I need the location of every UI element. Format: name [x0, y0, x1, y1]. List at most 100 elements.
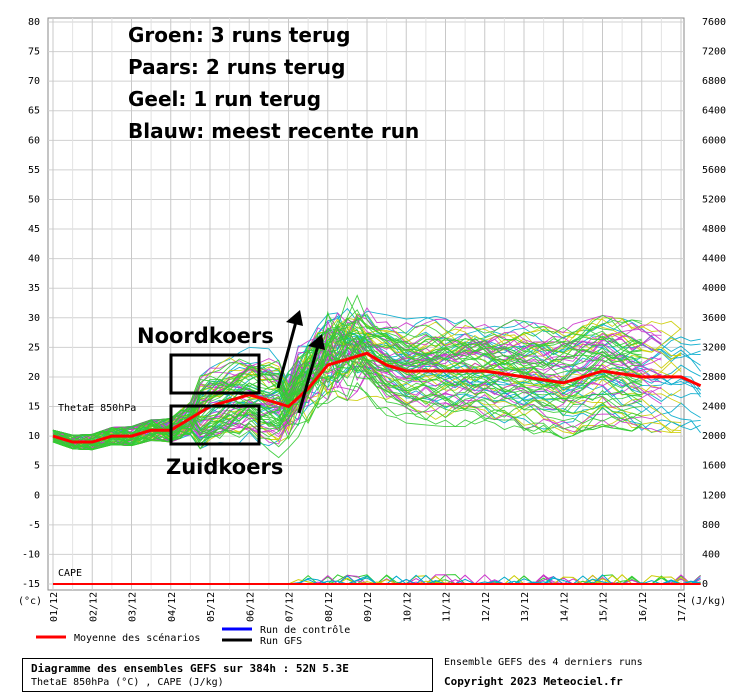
- left-tick-label: -5: [28, 520, 40, 531]
- ensemble-member-line: [52, 319, 642, 451]
- right-tick-label: 0: [702, 579, 708, 590]
- annotation-north: Noordkoers: [137, 324, 274, 348]
- left-tick-label: 0: [34, 490, 40, 501]
- left-tick-label: 20: [28, 372, 40, 383]
- left-tick-label: 55: [28, 165, 40, 176]
- right-tick-label: 4000: [702, 283, 726, 294]
- left-tick-label: 15: [28, 402, 40, 413]
- left-tick-label: 5: [34, 461, 40, 472]
- x-tick-label: 03/12: [128, 592, 139, 622]
- ensemble-member-line: [52, 366, 643, 459]
- x-tick-label: 12/12: [481, 592, 492, 622]
- left-tick-label: 40: [28, 254, 40, 265]
- right-tick-label: 4800: [702, 224, 726, 235]
- x-tick-label: 13/12: [520, 592, 531, 622]
- x-tick-label: 07/12: [285, 592, 296, 622]
- right-tick-label: 5600: [702, 165, 726, 176]
- left-tick-label: 75: [28, 47, 40, 58]
- footer-title: Diagramme des ensembles GEFS sur 384h : …: [31, 662, 349, 675]
- x-tick-label: 17/12: [677, 592, 688, 622]
- right-tick-label: 2800: [702, 372, 726, 383]
- left-tick-label: 35: [28, 283, 40, 294]
- footer-box: Diagramme des ensembles GEFS sur 384h : …: [22, 658, 433, 692]
- right-tick-label: 3200: [702, 342, 726, 353]
- left-tick-label: 10: [28, 431, 40, 442]
- left-tick-label: 80: [28, 17, 40, 28]
- left-tick-label: 70: [28, 76, 40, 87]
- legend-mean-label: Moyenne des scénarios: [74, 632, 200, 644]
- legend-control-label: Run de contrôle: [260, 624, 350, 636]
- footer-copyright: Copyright 2023 Meteociel.fr: [444, 675, 623, 688]
- right-tick-label: 2000: [702, 431, 726, 442]
- north-box: [169, 353, 261, 395]
- ensemble-member-line: [52, 353, 642, 451]
- right-axis-unit: (J/kg): [690, 596, 726, 607]
- right-tick-label: 7600: [702, 17, 726, 28]
- x-tick-label: 01/12: [49, 592, 60, 622]
- right-tick-label: 2400: [702, 402, 726, 413]
- footer-subtitle: ThetaE 850hPa (°C) , CAPE (J/kg): [31, 677, 224, 688]
- theta-series-label: ThetaE 850hPa: [58, 403, 136, 414]
- annotation-line2: Paars: 2 runs terug: [128, 55, 345, 79]
- right-tick-label: 4400: [702, 254, 726, 265]
- x-tick-label: 11/12: [442, 592, 453, 622]
- left-tick-label: 50: [28, 194, 40, 205]
- right-tick-label: 7200: [702, 47, 726, 58]
- footer-source: Ensemble GEFS des 4 derniers runs: [444, 657, 643, 668]
- right-tick-label: 6000: [702, 135, 726, 146]
- ensemble-member-line: [52, 331, 642, 447]
- annotation-line4: Blauw: meest recente run: [128, 119, 419, 143]
- cape-series-label: CAPE: [58, 568, 82, 579]
- right-axis: 7600720068006400600056005200480044004000…: [702, 17, 726, 590]
- left-tick-label: -15: [22, 579, 40, 590]
- ensemble-member-line: [52, 356, 642, 448]
- left-axis-unit: (°c): [18, 596, 42, 607]
- ensemble-member-line: [52, 310, 643, 448]
- plot-area: [47, 17, 685, 591]
- annotation-line1: Groen: 3 runs terug: [128, 23, 350, 47]
- right-tick-label: 5200: [702, 194, 726, 205]
- south-box: [169, 404, 261, 446]
- right-tick-label: 6400: [702, 106, 726, 117]
- x-tick-label: 02/12: [88, 592, 99, 622]
- cape-lines: [53, 574, 701, 585]
- ensemble-member-line: [52, 347, 643, 449]
- annotation-south: Zuidkoers: [166, 455, 283, 479]
- left-tick-label: 30: [28, 313, 40, 324]
- right-tick-label: 6800: [702, 76, 726, 87]
- ensemble-member-line: [52, 370, 643, 446]
- left-tick-label: 25: [28, 342, 40, 353]
- x-tick-label: 16/12: [638, 592, 649, 622]
- x-tick-label: 06/12: [245, 592, 256, 622]
- ensemble-member-line: [52, 309, 642, 450]
- arrow-up-1: [276, 310, 303, 389]
- x-axis: 01/12 02/12 03/12 04/12 05/12 06/12 07/12 08/12…: [49, 592, 688, 622]
- left-tick-label: 65: [28, 106, 40, 117]
- x-tick-label: 08/12: [324, 592, 335, 622]
- left-tick-label: 45: [28, 224, 40, 235]
- mean-series-line: [52, 351, 702, 444]
- right-tick-label: 400: [702, 549, 720, 560]
- grid: [48, 18, 684, 590]
- mean-line: [52, 351, 702, 444]
- ensemble-member-line: [52, 329, 642, 450]
- right-tick-label: 1200: [702, 490, 726, 501]
- annotation-line3: Geel: 1 run terug: [128, 87, 321, 111]
- left-tick-label: 60: [28, 135, 40, 146]
- x-tick-label: 10/12: [402, 592, 413, 622]
- left-tick-label: -10: [22, 549, 40, 560]
- x-tick-label: 15/12: [599, 592, 610, 622]
- ensemble-member-line: [52, 327, 642, 439]
- right-tick-label: 3600: [702, 313, 726, 324]
- x-tick-label: 05/12: [206, 592, 217, 622]
- ensemble-member-line: [52, 317, 643, 443]
- x-tick-label: 04/12: [167, 592, 178, 622]
- right-tick-label: 800: [702, 520, 720, 531]
- x-tick-label: 09/12: [363, 592, 374, 622]
- x-tick-label: 14/12: [559, 592, 570, 622]
- legend-gfs-label: Run GFS: [260, 636, 302, 647]
- arrow-up-2: [297, 334, 325, 414]
